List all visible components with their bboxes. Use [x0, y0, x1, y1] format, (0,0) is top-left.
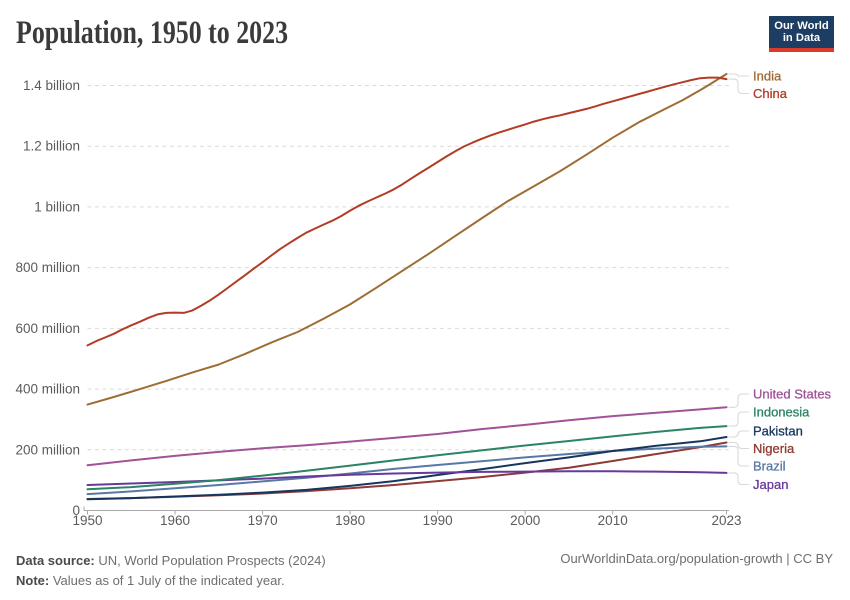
svg-text:1 billion: 1 billion [34, 199, 80, 214]
svg-text:Pakistan: Pakistan [753, 424, 803, 439]
svg-text:2010: 2010 [598, 513, 628, 528]
svg-text:1980: 1980 [335, 513, 365, 528]
svg-text:800 million: 800 million [15, 260, 80, 275]
svg-text:Indonesia: Indonesia [753, 405, 810, 420]
svg-text:China: China [753, 86, 788, 101]
svg-text:1990: 1990 [423, 513, 453, 528]
svg-text:Brazil: Brazil [753, 459, 786, 474]
svg-text:Japan: Japan [753, 477, 788, 492]
svg-text:1970: 1970 [248, 513, 278, 528]
svg-text:2000: 2000 [510, 513, 540, 528]
svg-text:1960: 1960 [160, 513, 190, 528]
svg-text:400 million: 400 million [15, 382, 80, 397]
svg-text:1.4 billion: 1.4 billion [23, 78, 80, 93]
svg-text:Nigeria: Nigeria [753, 441, 795, 456]
svg-text:0: 0 [72, 503, 80, 518]
svg-text:600 million: 600 million [15, 321, 80, 336]
svg-text:2023: 2023 [711, 513, 741, 528]
svg-text:1950: 1950 [72, 513, 102, 528]
svg-text:United States: United States [753, 387, 832, 402]
svg-text:200 million: 200 million [15, 442, 80, 457]
svg-text:1.2 billion: 1.2 billion [23, 139, 80, 154]
svg-text:India: India [753, 69, 782, 84]
